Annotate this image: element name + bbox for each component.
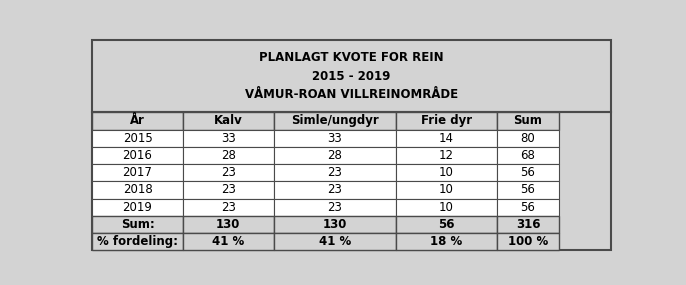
Bar	[274, 112, 396, 130]
Text: 18 %: 18 %	[430, 235, 462, 248]
Bar	[92, 164, 183, 181]
Bar	[497, 147, 559, 164]
Text: 33: 33	[221, 132, 236, 145]
Text: 23: 23	[327, 201, 342, 214]
Bar	[183, 233, 274, 250]
Text: % fordeling:: % fordeling:	[97, 235, 178, 248]
Text: 2015 - 2019: 2015 - 2019	[312, 70, 391, 83]
Text: 2015: 2015	[123, 132, 152, 145]
Text: 2017: 2017	[123, 166, 152, 179]
Bar	[274, 216, 396, 233]
Text: 2018: 2018	[123, 184, 152, 196]
Bar	[183, 130, 274, 147]
Bar	[396, 233, 497, 250]
Text: 56: 56	[521, 166, 536, 179]
Bar	[274, 233, 396, 250]
Text: 130: 130	[216, 218, 241, 231]
Bar	[497, 199, 559, 216]
Text: 80: 80	[521, 132, 535, 145]
Bar	[92, 181, 183, 199]
Text: 12: 12	[439, 149, 453, 162]
Bar	[183, 199, 274, 216]
Bar	[396, 181, 497, 199]
Text: 10: 10	[439, 184, 453, 196]
Text: 41 %: 41 %	[318, 235, 351, 248]
Text: Sum: Sum	[514, 115, 543, 127]
Bar	[497, 233, 559, 250]
Bar	[396, 147, 497, 164]
Bar	[396, 216, 497, 233]
Bar	[497, 130, 559, 147]
Bar	[92, 233, 183, 250]
Bar	[274, 147, 396, 164]
Bar	[396, 199, 497, 216]
Text: 23: 23	[327, 184, 342, 196]
Bar	[396, 164, 497, 181]
Text: 33: 33	[327, 132, 342, 145]
Text: Simle/ungdyr: Simle/ungdyr	[291, 115, 379, 127]
Text: 56: 56	[438, 218, 455, 231]
Bar	[183, 164, 274, 181]
Text: 10: 10	[439, 201, 453, 214]
Text: 23: 23	[221, 166, 236, 179]
Bar	[183, 181, 274, 199]
Text: 68: 68	[521, 149, 536, 162]
Bar	[183, 216, 274, 233]
Bar	[92, 147, 183, 164]
Bar	[183, 112, 274, 130]
Text: PLANLAGT KVOTE FOR REIN: PLANLAGT KVOTE FOR REIN	[259, 51, 444, 64]
Bar	[274, 164, 396, 181]
Bar	[92, 216, 183, 233]
Text: 56: 56	[521, 184, 536, 196]
Text: 23: 23	[221, 201, 236, 214]
Bar	[497, 112, 559, 130]
Text: 23: 23	[221, 184, 236, 196]
Text: 41 %: 41 %	[212, 235, 244, 248]
Text: 2019: 2019	[123, 201, 152, 214]
Text: 316: 316	[516, 218, 541, 231]
Text: 23: 23	[327, 166, 342, 179]
Bar	[183, 147, 274, 164]
Bar	[274, 130, 396, 147]
Bar	[92, 112, 183, 130]
Text: 100 %: 100 %	[508, 235, 548, 248]
Text: År: År	[130, 115, 145, 127]
Text: 14: 14	[439, 132, 453, 145]
Bar	[497, 164, 559, 181]
Bar	[92, 40, 611, 112]
Bar	[497, 216, 559, 233]
Text: VÅMUR-ROAN VILLREINOMRÅDE: VÅMUR-ROAN VILLREINOMRÅDE	[245, 88, 458, 101]
Text: Kalv: Kalv	[214, 115, 243, 127]
Text: 28: 28	[327, 149, 342, 162]
Bar	[92, 130, 183, 147]
Text: 28: 28	[221, 149, 236, 162]
Bar	[92, 199, 183, 216]
Bar	[497, 181, 559, 199]
Text: 130: 130	[322, 218, 347, 231]
Bar	[396, 130, 497, 147]
Text: 56: 56	[521, 201, 536, 214]
Bar	[396, 112, 497, 130]
Bar	[92, 112, 611, 250]
Text: 2016: 2016	[123, 149, 152, 162]
Text: Frie dyr: Frie dyr	[421, 115, 472, 127]
Bar	[274, 181, 396, 199]
Text: Sum:: Sum:	[121, 218, 154, 231]
Bar	[274, 199, 396, 216]
Text: 10: 10	[439, 166, 453, 179]
